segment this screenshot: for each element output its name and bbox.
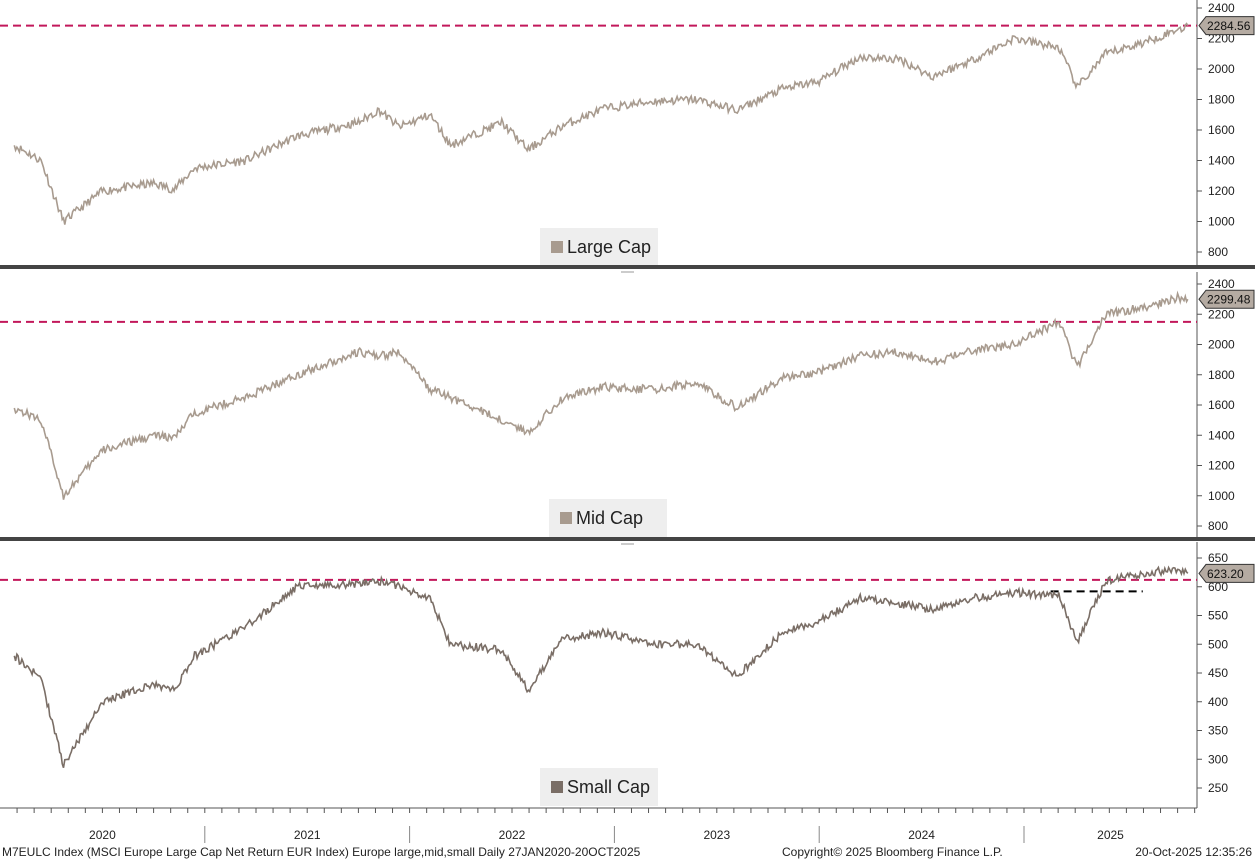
y-tick-label: 600: [1208, 580, 1228, 594]
legend-swatch: [551, 241, 563, 253]
x-tick-label: 2020: [89, 828, 116, 842]
y-tick-label: 300: [1208, 752, 1228, 766]
y-tick-label: 2400: [1208, 1, 1235, 15]
x-axis: 2020 2021 2022 2023 2024 2025: [0, 807, 1197, 843]
x-tick-label: 2025: [1097, 828, 1124, 842]
legend: Mid Cap: [549, 499, 667, 537]
y-tick-label: 2400: [1208, 277, 1235, 291]
y-tick-label: 1800: [1208, 368, 1235, 382]
copyright-text: Copyright© 2025 Bloomberg Finance L.P.: [782, 845, 1003, 859]
y-tick-label: 1000: [1208, 215, 1235, 229]
last-value-label: 2299.48: [1207, 293, 1251, 307]
y-tick-label: 550: [1208, 609, 1228, 623]
y-tick-label: 1200: [1208, 459, 1235, 473]
x-tick-label: 2022: [499, 828, 526, 842]
y-tick-label: 1800: [1208, 93, 1235, 107]
x-tick-label: 2021: [294, 828, 321, 842]
y-tick-label: 2200: [1208, 307, 1235, 321]
y-tick-label: 1000: [1208, 489, 1235, 503]
y-tick-label: 450: [1208, 666, 1228, 680]
legend-swatch: [560, 512, 572, 524]
series-line: [13, 22, 1189, 225]
last-value-tag: 2284.56: [1198, 16, 1255, 36]
y-tick-label: 350: [1208, 724, 1228, 738]
panel-large-cap: 800100012001400160018002000220024002284.…: [0, 0, 1255, 266]
x-tick-label: 2024: [908, 828, 935, 842]
chart-description: M7EULC Index (MSCI Europe Large Cap Net …: [2, 845, 641, 859]
y-tick-label: 800: [1208, 245, 1228, 259]
panel-mid-cap: 800 1000 1200 1400 1600 1800 2000 2200 2400 2299.…: [0, 272, 1255, 537]
y-tick-label: 400: [1208, 695, 1228, 709]
legend-swatch: [551, 781, 563, 793]
legend: Large Cap: [540, 228, 658, 266]
y-tick-label: 500: [1208, 637, 1228, 651]
last-value-label: 623.20: [1207, 567, 1244, 581]
series-line: [13, 290, 1189, 500]
last-value-tag: 623.20: [1198, 563, 1255, 583]
x-tick-label: 2023: [703, 828, 730, 842]
last-value-tag-shape: [1198, 16, 1255, 36]
timestamp: 20-Oct-2025 12:35:26: [1135, 845, 1252, 859]
last-value-tag-shape: [1198, 563, 1255, 583]
panel-divider: [0, 537, 1255, 541]
y-tick-label: 1400: [1208, 428, 1235, 442]
y-tick-label: 650: [1208, 551, 1228, 565]
y-tick-label: 1600: [1208, 123, 1235, 137]
last-value-label: 2284.56: [1207, 19, 1251, 33]
panel-divider: [0, 265, 1255, 269]
legend: Small Cap: [540, 768, 658, 806]
y-tick-label: 2000: [1208, 338, 1235, 352]
y-tick-label: 800: [1208, 519, 1228, 533]
y-tick-label: 1400: [1208, 154, 1235, 168]
legend-label: Small Cap: [567, 777, 650, 797]
legend-label: Large Cap: [567, 237, 651, 257]
series-line: [13, 565, 1189, 768]
y-tick-label: 2000: [1208, 62, 1235, 76]
legend-label: Mid Cap: [576, 508, 643, 528]
last-value-tag: 2299.48: [1198, 289, 1255, 309]
y-tick-label: 1600: [1208, 398, 1235, 412]
panel-small-cap: 250 300 350 400 450 500 550 600 650 623.20 Small C…: [0, 542, 1255, 808]
y-tick-label: 250: [1208, 781, 1228, 795]
last-value-tag-shape: [1198, 289, 1255, 309]
y-tick-label: 1200: [1208, 184, 1235, 198]
